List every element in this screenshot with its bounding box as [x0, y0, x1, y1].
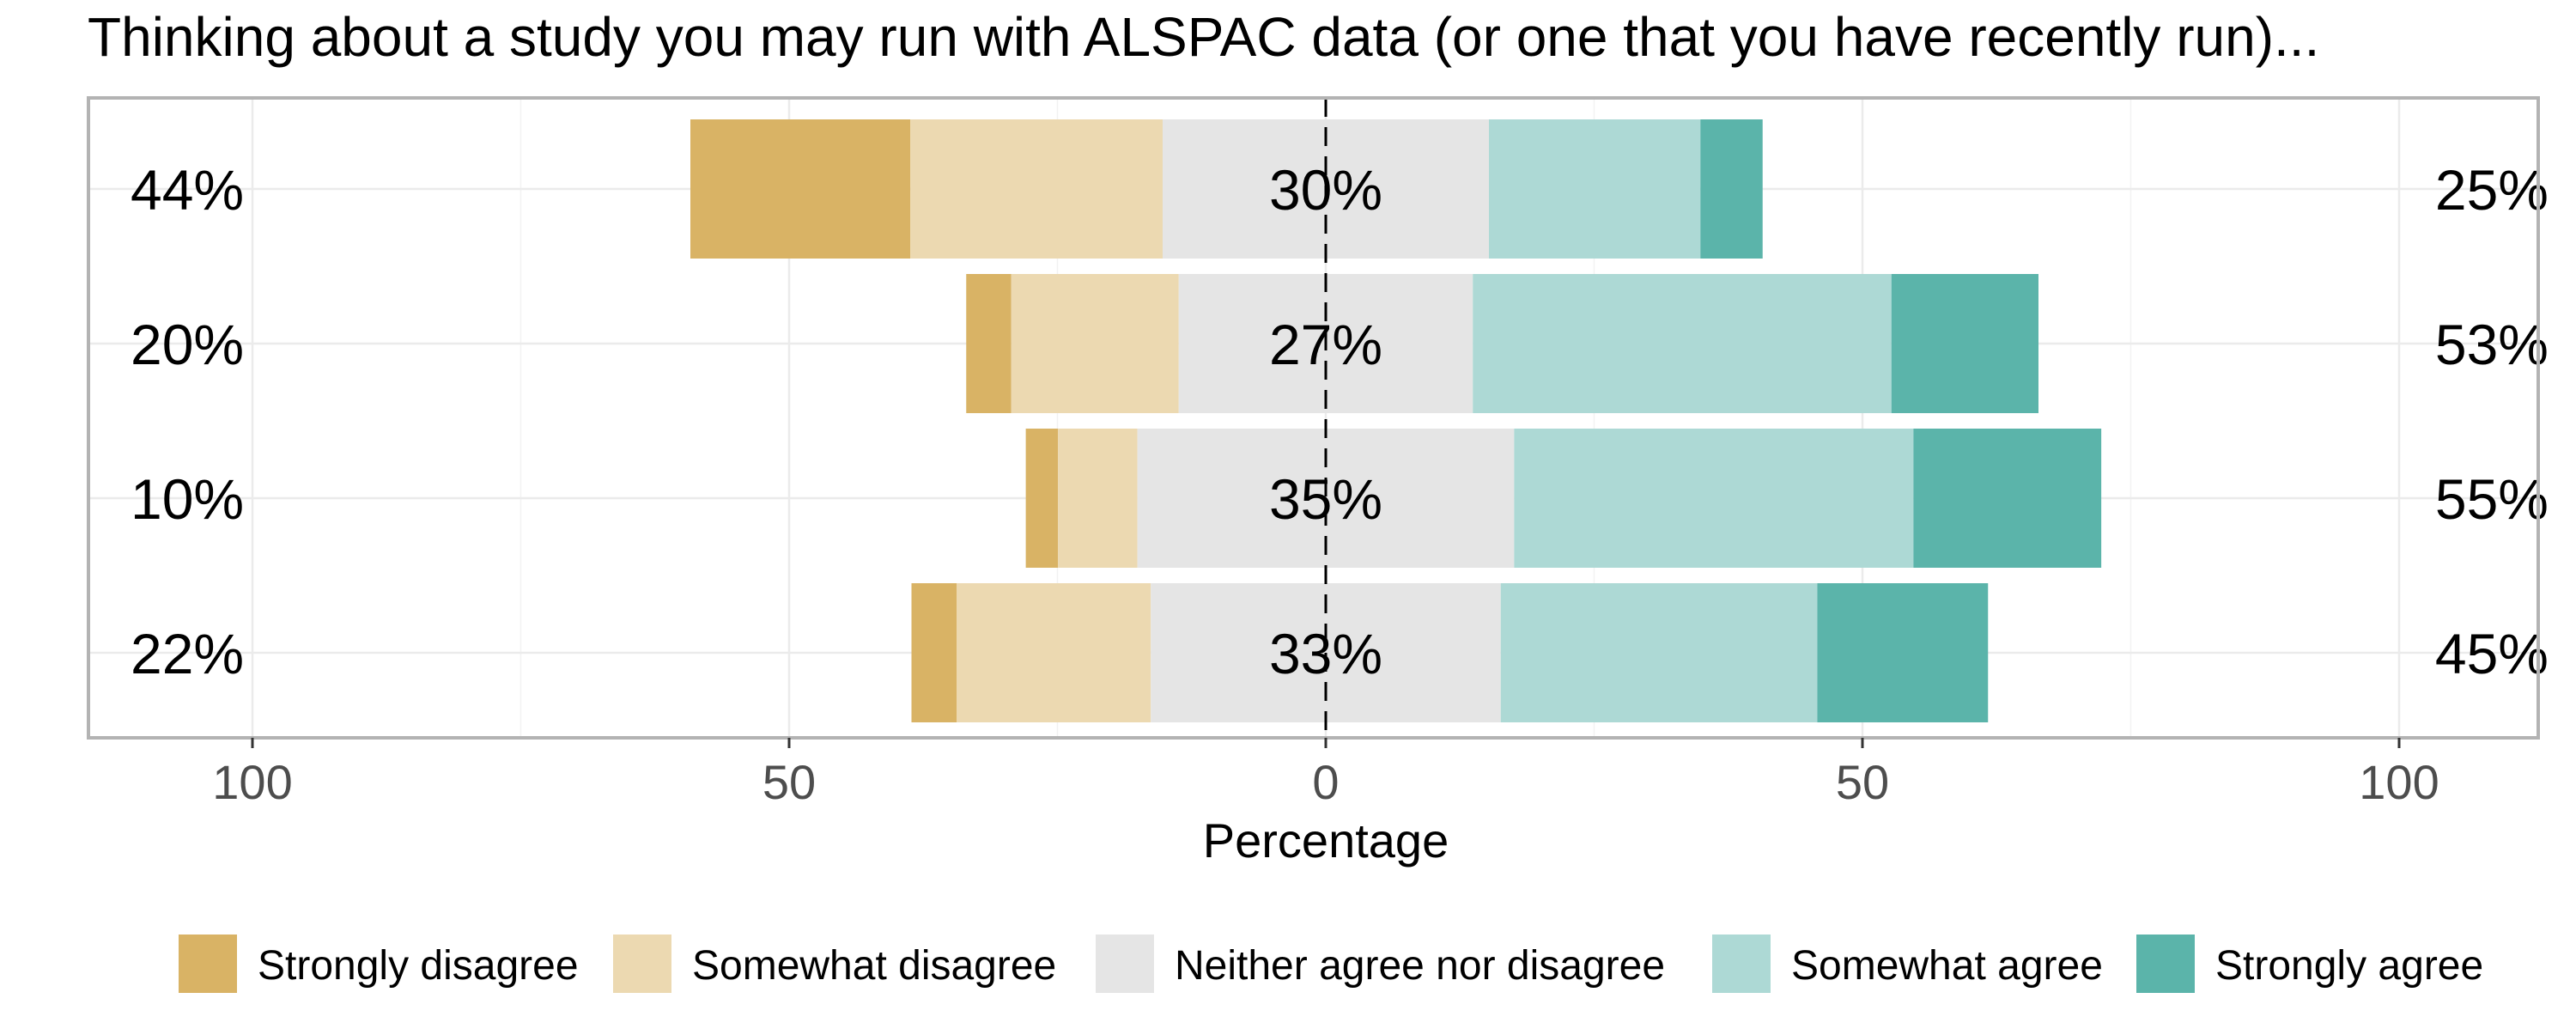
row-left-percent-label: 10%: [131, 467, 244, 531]
row-left-percent-label: 22%: [131, 622, 244, 685]
bar-labels: 44% 30% 25% 20% 27% 53% 10% 35% 55% 22% 33% 45%: [131, 158, 2549, 685]
x-tick-label: 100: [212, 755, 292, 809]
bar-segment: [1913, 429, 2102, 568]
chart-title: Thinking about a study you may run with …: [88, 6, 2319, 68]
x-tick-label: 50: [1836, 755, 1889, 809]
bar-segment: [1025, 429, 1059, 568]
bar-segment: [1500, 583, 1818, 722]
legend-label: Strongly disagree: [258, 943, 579, 989]
bar-segment: [1058, 429, 1138, 568]
bar-segment: [1891, 274, 2038, 413]
row-center-percent-label: 33%: [1269, 622, 1382, 685]
bar-segment: [911, 583, 957, 722]
bar-segment: [957, 583, 1151, 722]
legend-label: Strongly agree: [2215, 943, 2483, 989]
bar-segment: [1489, 119, 1701, 259]
x-axis-label: Percentage: [1203, 813, 1449, 868]
x-tick-label: 50: [762, 755, 816, 809]
x-tick-label: 100: [2359, 755, 2439, 809]
row-right-percent-label: 53%: [2435, 313, 2549, 376]
legend: Strongly disagree Somewhat disagree Neithe…: [179, 935, 2483, 993]
x-axis-ticks: 100 50 0 50 100: [212, 738, 2439, 809]
row-right-percent-label: 55%: [2435, 467, 2549, 531]
legend-swatch: [2136, 935, 2195, 993]
bar-segment: [1700, 119, 1763, 259]
bar-segment: [966, 274, 1012, 413]
bar-segment: [690, 119, 911, 259]
x-tick-label: 0: [1312, 755, 1339, 809]
bar-segment: [1514, 429, 1914, 568]
legend-swatch: [1096, 935, 1154, 993]
legend-label: Neither agree nor disagree: [1175, 943, 1665, 989]
legend-label: Somewhat agree: [1791, 943, 2103, 989]
row-right-percent-label: 45%: [2435, 622, 2549, 685]
legend-swatch: [1712, 935, 1771, 993]
bar-segment: [1011, 274, 1179, 413]
bar-segment: [910, 119, 1163, 259]
row-center-percent-label: 30%: [1269, 158, 1382, 222]
bar-segment: [1817, 583, 1989, 722]
row-right-percent-label: 25%: [2435, 158, 2549, 222]
row-left-percent-label: 44%: [131, 158, 244, 222]
bar-segment: [1473, 274, 1892, 413]
row-center-percent-label: 27%: [1269, 313, 1382, 376]
row-left-percent-label: 20%: [131, 313, 244, 376]
plot-panel-border: [87, 96, 2540, 740]
legend-swatch: [179, 935, 237, 993]
legend-label: Somewhat disagree: [692, 943, 1056, 989]
legend-swatch: [613, 935, 671, 993]
row-center-percent-label: 35%: [1269, 467, 1382, 531]
